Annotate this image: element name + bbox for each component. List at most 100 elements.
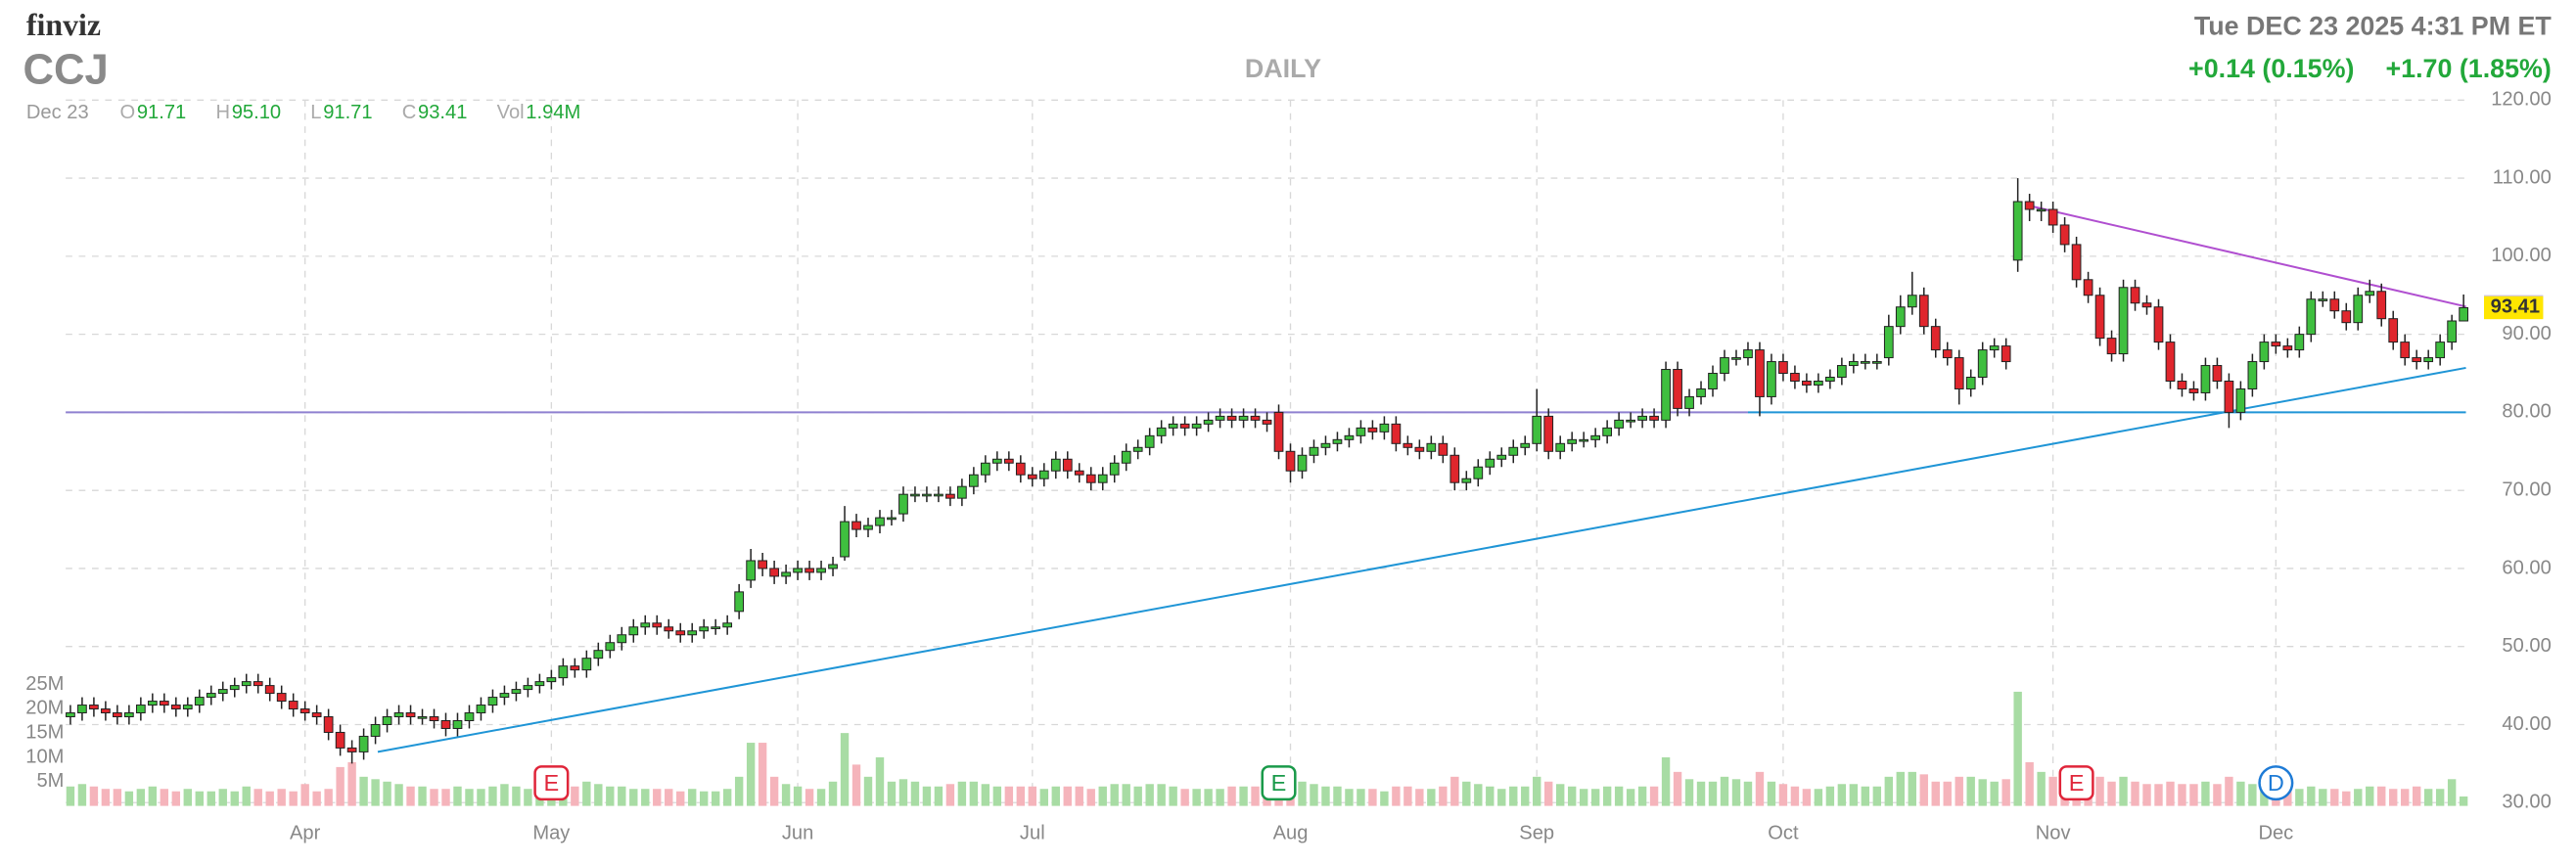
volume-bar — [2001, 779, 2010, 806]
candle-body — [2141, 302, 2152, 308]
volume-bar — [2366, 786, 2374, 806]
legend-key: Vol — [497, 102, 525, 123]
y-tick-label: 80.00 — [2502, 401, 2551, 423]
volume-bar — [1943, 781, 1952, 806]
candle-body — [417, 716, 428, 719]
candle-body — [1085, 474, 1096, 483]
candle-body — [781, 571, 791, 577]
candle-body — [1109, 462, 1120, 476]
volume-bar — [2189, 784, 2198, 806]
volume-bar — [1684, 779, 1694, 806]
volume-bar — [1509, 786, 1518, 806]
candle-body — [769, 568, 779, 577]
candle-body — [1297, 454, 1308, 472]
candle-body — [1320, 442, 1331, 448]
volume-bar — [1743, 781, 1753, 806]
volume-bar — [1990, 781, 1999, 806]
candle-body — [875, 517, 885, 526]
candle-body — [1156, 427, 1167, 436]
volume-bar — [77, 784, 87, 806]
event-badge — [2058, 765, 2094, 801]
candle-body — [605, 642, 616, 652]
candle-body — [2271, 341, 2281, 347]
candle-body — [1414, 446, 1425, 452]
volume-bar — [1051, 786, 1060, 806]
candle-body — [1496, 454, 1507, 460]
candle-body — [945, 493, 955, 499]
candle-body — [1848, 361, 1859, 367]
volume-bar — [700, 791, 709, 806]
candle-body — [1461, 478, 1472, 483]
candle-body — [2200, 365, 2211, 393]
candle-body — [393, 712, 404, 718]
candle-body — [840, 521, 850, 558]
change-day: +1.70 (1.85%) — [2385, 54, 2551, 83]
volume-bar — [1872, 786, 1882, 806]
volume-bar — [734, 776, 744, 806]
candle-body — [241, 681, 252, 687]
volume-bar — [1157, 784, 1166, 806]
candle-body — [969, 474, 979, 487]
candle-body — [1179, 423, 1190, 429]
volume-bar — [922, 786, 932, 806]
candle-body — [1626, 419, 1635, 423]
volume-bar — [1919, 774, 1928, 806]
volume-bar — [1098, 786, 1107, 806]
candle-body — [464, 712, 475, 722]
candle-body — [1942, 349, 1953, 359]
candle-body — [1015, 462, 1026, 476]
candle-body — [170, 705, 181, 710]
volume-bar — [1802, 789, 1812, 806]
candle-body — [922, 493, 932, 497]
candle-body — [2024, 201, 2035, 210]
y-tick-label: 70.00 — [2502, 478, 2551, 500]
volume-bar — [1016, 786, 1026, 806]
volume-bar — [1533, 776, 1541, 806]
candle-body — [1027, 474, 1037, 479]
candle-body — [2106, 338, 2117, 355]
volume-bar — [300, 784, 309, 806]
candle-body — [101, 708, 111, 714]
volume-bar — [828, 781, 838, 806]
volume-tick-label: 10M — [25, 746, 64, 767]
x-tick-label: Aug — [1273, 822, 1309, 843]
logo[interactable]: finviz — [26, 8, 101, 42]
volume-bar — [1298, 781, 1307, 806]
candle-body — [1238, 415, 1249, 421]
volume-bar — [477, 789, 485, 806]
candle-body — [570, 665, 580, 671]
candle-body — [89, 705, 99, 710]
volume-bar — [2131, 781, 2139, 806]
volume-bar — [1227, 786, 1236, 806]
volume-bar — [1673, 771, 1682, 806]
candle-body — [1097, 474, 1108, 483]
candle-body — [358, 735, 369, 752]
period: DAILY — [1245, 54, 1321, 83]
volume-bar — [160, 789, 169, 806]
volume-tick-label: 25M — [25, 673, 64, 695]
candle-body — [1508, 446, 1519, 456]
volume-bar — [324, 789, 333, 806]
volume-bar — [1849, 784, 1859, 806]
candle-body — [1449, 454, 1460, 483]
volume-bar — [148, 786, 158, 806]
volume-bar — [1720, 776, 1729, 806]
candle-body — [2447, 320, 2458, 343]
volume-bar — [1614, 786, 1624, 806]
volume-bar — [383, 781, 391, 806]
volume-bar — [336, 766, 345, 806]
volume-bar — [1790, 786, 1800, 806]
candle-body — [1708, 373, 1718, 389]
volume-bar — [957, 781, 967, 806]
candle-body — [1403, 442, 1413, 448]
volume-bar — [2166, 781, 2175, 806]
candle-body — [1567, 438, 1578, 444]
volume-bar — [1767, 781, 1776, 806]
volume-bar — [2283, 789, 2292, 806]
candle-body — [546, 677, 557, 683]
volume-bar — [711, 791, 720, 806]
volume-bar — [2435, 789, 2445, 806]
volume-bar — [1955, 776, 1963, 806]
candle-body — [2036, 208, 2047, 212]
y-tick-label: 40.00 — [2502, 713, 2551, 735]
